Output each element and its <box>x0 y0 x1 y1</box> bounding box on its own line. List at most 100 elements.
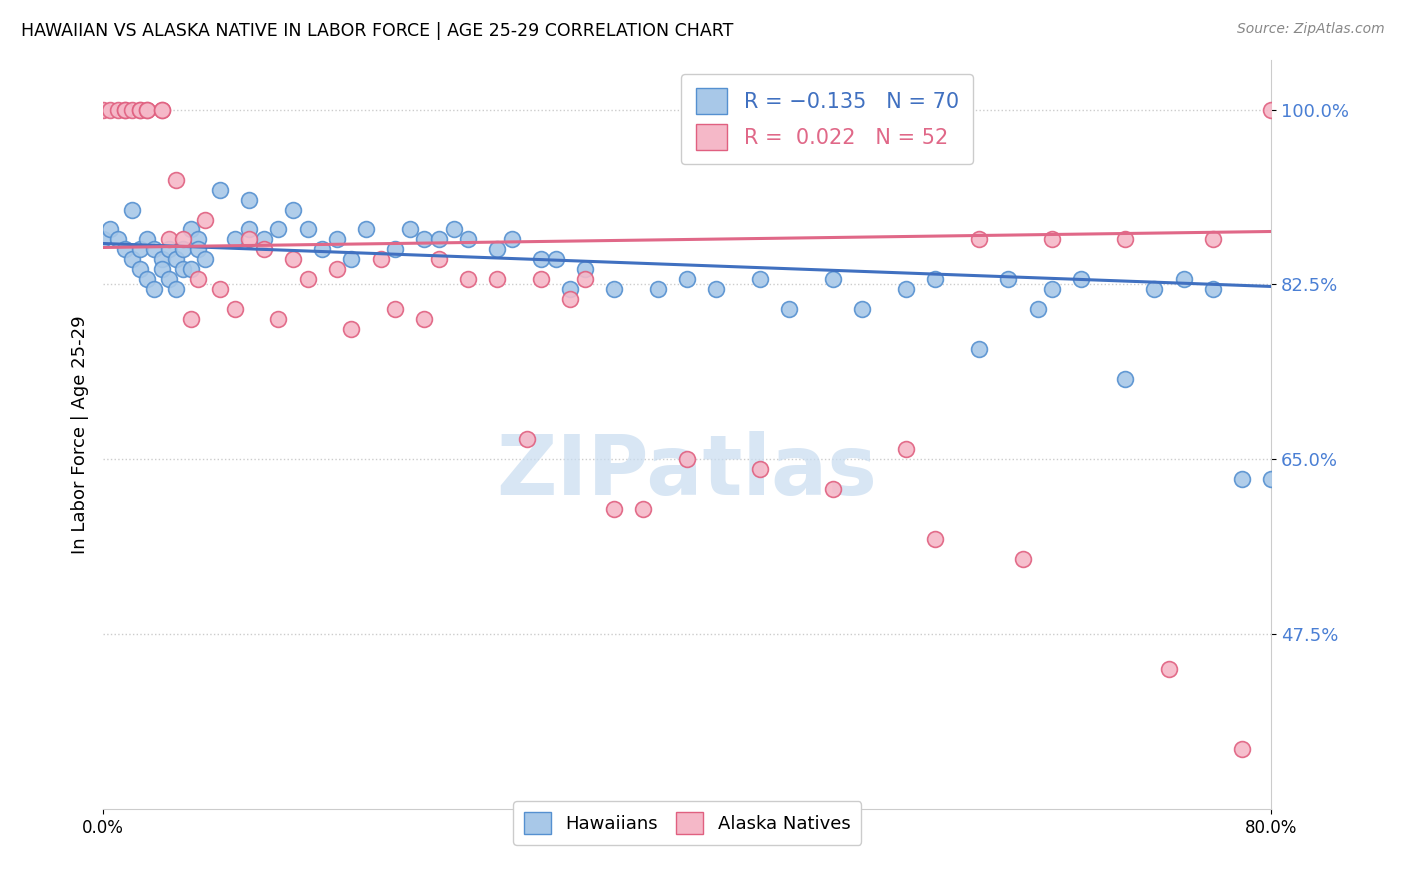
Point <box>128 103 150 117</box>
Point <box>100 222 122 236</box>
Point <box>238 193 260 207</box>
Point <box>267 222 290 236</box>
Point <box>121 202 143 217</box>
Point <box>1230 742 1253 756</box>
Point <box>136 103 159 117</box>
Point <box>143 283 166 297</box>
Point <box>1202 283 1225 297</box>
Point <box>413 312 436 326</box>
Point <box>486 243 509 257</box>
Point <box>1026 302 1049 317</box>
Point <box>238 222 260 236</box>
Point <box>967 343 990 357</box>
Point <box>427 232 450 246</box>
Point <box>224 302 246 317</box>
Point <box>894 283 917 297</box>
Point <box>180 262 202 277</box>
Point <box>384 243 406 257</box>
Point <box>325 232 347 246</box>
Point <box>544 252 567 267</box>
Point <box>187 243 209 257</box>
Point <box>603 283 626 297</box>
Point <box>150 262 173 277</box>
Point <box>187 272 209 286</box>
Point <box>560 293 582 307</box>
Point <box>165 172 187 186</box>
Point <box>136 103 159 117</box>
Point <box>413 232 436 246</box>
Point <box>253 243 276 257</box>
Point <box>486 272 509 286</box>
Point <box>340 252 363 267</box>
Point <box>172 262 194 277</box>
Point <box>165 252 187 267</box>
Point <box>967 232 990 246</box>
Point <box>340 322 363 336</box>
Point <box>1070 272 1092 286</box>
Point <box>143 243 166 257</box>
Point <box>501 232 523 246</box>
Point <box>121 103 143 117</box>
Legend: Hawaiians, Alaska Natives: Hawaiians, Alaska Natives <box>513 801 862 845</box>
Point <box>253 232 276 246</box>
Point <box>778 302 800 317</box>
Point <box>384 302 406 317</box>
Point <box>128 262 150 277</box>
Point <box>1040 232 1063 246</box>
Point <box>1114 232 1136 246</box>
Point <box>194 252 217 267</box>
Point <box>297 272 319 286</box>
Text: HAWAIIAN VS ALASKA NATIVE IN LABOR FORCE | AGE 25-29 CORRELATION CHART: HAWAIIAN VS ALASKA NATIVE IN LABOR FORCE… <box>21 22 734 40</box>
Point <box>165 283 187 297</box>
Y-axis label: In Labor Force | Age 25-29: In Labor Force | Age 25-29 <box>72 315 89 554</box>
Point <box>749 272 772 286</box>
Point <box>297 222 319 236</box>
Point <box>107 103 129 117</box>
Point <box>107 232 129 246</box>
Point <box>603 502 626 516</box>
Point <box>398 222 420 236</box>
Point <box>157 243 180 257</box>
Point <box>208 182 231 196</box>
Point <box>924 533 946 547</box>
Point <box>172 232 194 246</box>
Point <box>1143 283 1166 297</box>
Point <box>208 283 231 297</box>
Point <box>633 502 655 516</box>
Point <box>530 252 553 267</box>
Point <box>457 272 479 286</box>
Point <box>157 272 180 286</box>
Point <box>187 232 209 246</box>
Point <box>823 483 845 497</box>
Point <box>370 252 392 267</box>
Text: Source: ZipAtlas.com: Source: ZipAtlas.com <box>1237 22 1385 37</box>
Point <box>224 232 246 246</box>
Point <box>1260 472 1282 486</box>
Point <box>267 312 290 326</box>
Point <box>704 283 727 297</box>
Point <box>676 272 699 286</box>
Point <box>180 222 202 236</box>
Point <box>574 272 596 286</box>
Point <box>150 103 173 117</box>
Point <box>1157 662 1180 676</box>
Point <box>150 252 173 267</box>
Point <box>997 272 1019 286</box>
Point <box>194 212 217 227</box>
Point <box>136 232 159 246</box>
Point <box>1012 552 1035 566</box>
Point <box>1230 472 1253 486</box>
Point <box>281 252 304 267</box>
Point <box>894 442 917 457</box>
Text: ZIPatlas: ZIPatlas <box>496 432 877 512</box>
Point <box>1173 272 1195 286</box>
Point <box>157 232 180 246</box>
Point <box>114 103 136 117</box>
Point <box>114 243 136 257</box>
Point <box>530 272 553 286</box>
Point <box>1260 103 1282 117</box>
Point <box>172 243 194 257</box>
Point <box>823 272 845 286</box>
Point <box>560 283 582 297</box>
Point <box>150 103 173 117</box>
